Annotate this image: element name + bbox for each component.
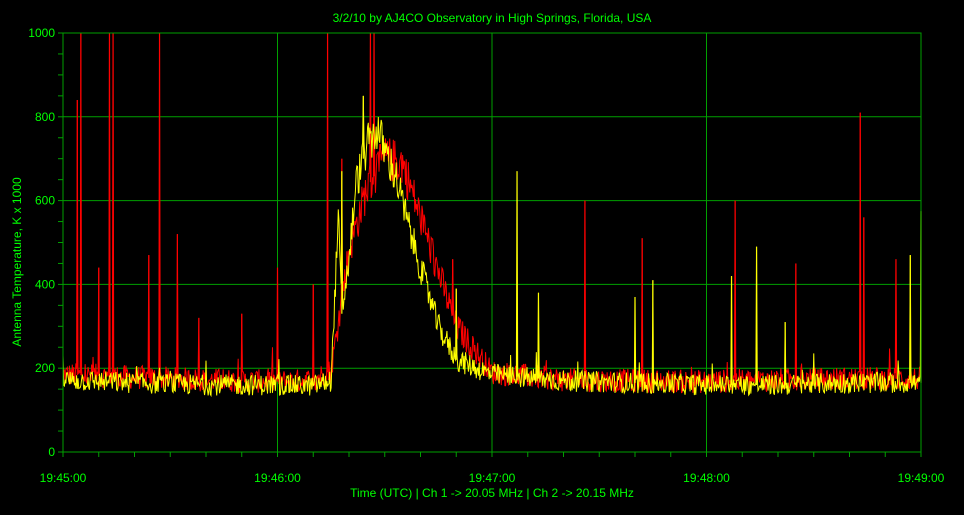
labels: 3/2/10 by AJ4CO Observatory in High Spri… bbox=[10, 11, 651, 500]
y-tick-label: 0 bbox=[48, 445, 55, 459]
chart-title: 3/2/10 by AJ4CO Observatory in High Spri… bbox=[333, 11, 652, 25]
y-tick-label: 400 bbox=[35, 277, 55, 291]
y-tick-label: 600 bbox=[35, 194, 55, 208]
y-tick-label: 1000 bbox=[28, 26, 55, 40]
series-ch2 bbox=[62, 95, 922, 398]
x-tick-label: 19:48:00 bbox=[683, 471, 730, 485]
series-line bbox=[62, 95, 922, 398]
x-tick-label: 19:45:00 bbox=[40, 471, 87, 485]
y-tick-label: 800 bbox=[35, 110, 55, 124]
x-tick-label: 19:49:00 bbox=[898, 471, 945, 485]
x-tick-label: 19:47:00 bbox=[469, 471, 516, 485]
axes: 19:45:00 19:46:00 19:47:00 19:48:00 19:49:00… bbox=[28, 26, 944, 485]
plot-frame bbox=[62, 32, 922, 453]
x-axis-label: Time (UTC) | Ch 1 -> 20.05 MHz | Ch 2 ->… bbox=[350, 486, 634, 500]
y-axis-label: Antenna Temperature, K x 1000 bbox=[10, 177, 24, 347]
y-tick-label: 200 bbox=[35, 361, 55, 375]
x-tick-label: 19:46:00 bbox=[254, 471, 301, 485]
